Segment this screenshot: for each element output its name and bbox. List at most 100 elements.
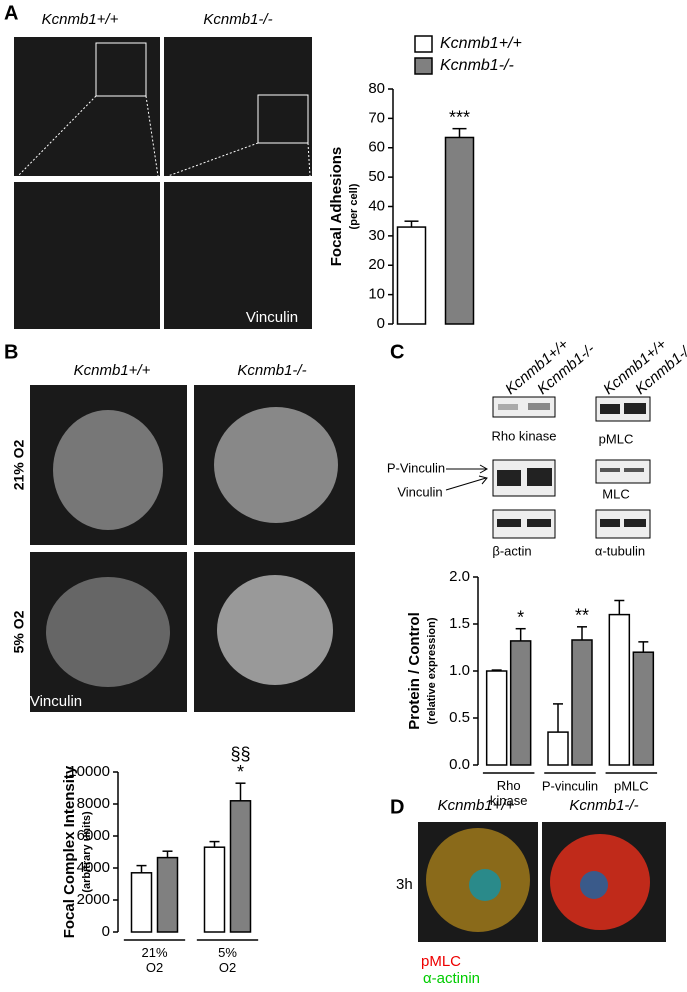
- significance-label: §§: [230, 744, 250, 764]
- blots: [492, 396, 651, 539]
- bar: [632, 651, 655, 766]
- significance-label: ***: [449, 107, 470, 127]
- y-tick-label: 70: [368, 109, 385, 126]
- arrow-head: [478, 475, 488, 485]
- genotype-label: Kcnmb1+/+: [74, 362, 151, 379]
- band: [624, 468, 644, 472]
- genotype-label: Kcnmb1+/+: [42, 11, 119, 28]
- panel-label: A: [4, 2, 18, 24]
- significance-label: **: [575, 606, 589, 626]
- y-axis-title: Protein / Control: [406, 612, 423, 730]
- cell: [46, 577, 170, 687]
- nucleus: [469, 869, 501, 901]
- bar: [229, 800, 252, 933]
- bar: [130, 872, 153, 933]
- bar: [203, 846, 226, 933]
- bar: [571, 639, 593, 766]
- bar: [156, 856, 179, 933]
- y-tick-label: 30: [368, 227, 385, 244]
- bar: [396, 226, 427, 325]
- genotype-label: Kcnmb1-/-: [237, 362, 306, 379]
- cell: [53, 410, 163, 530]
- micrograph: [14, 37, 160, 176]
- band: [600, 468, 620, 472]
- y-tick-label: 1.0: [449, 662, 470, 679]
- inset-box: [95, 42, 147, 97]
- y-tick-label: 20: [368, 256, 385, 273]
- y-tick-label: 50: [368, 168, 385, 185]
- y-tick-label: 0: [377, 315, 385, 332]
- bands: [497, 403, 646, 527]
- band: [600, 404, 620, 414]
- stain-label: pMLC: [421, 953, 461, 970]
- band-label: Vinculin: [397, 484, 442, 499]
- inset-line: [145, 95, 159, 177]
- y-axis-subtitle: (relative expression): [426, 617, 438, 724]
- y-axis-subtitle: (per cell): [348, 183, 360, 229]
- x-tick-label: pMLC: [614, 778, 649, 793]
- inset-line: [307, 142, 311, 177]
- x-tick-label: 5% O2: [218, 945, 237, 975]
- y-tick-label: 1.5: [449, 615, 470, 632]
- significance-label: *: [517, 607, 524, 627]
- panel-label: D: [390, 796, 404, 818]
- band: [624, 519, 646, 527]
- y-axis-title: Focal Complex Intensity: [61, 765, 78, 938]
- time-label: 3h: [396, 876, 413, 893]
- genotype-label: Kcnmb1+/+: [438, 797, 515, 814]
- y-axis-subtitle: (arbitrary units): [81, 811, 93, 893]
- band: [527, 519, 551, 527]
- stain-label: Vinculin: [30, 693, 82, 710]
- x-tick-label: P-vinculin: [542, 778, 598, 793]
- legend-swatch: [414, 35, 433, 53]
- bar: [547, 731, 569, 766]
- arrow-head: [479, 464, 489, 474]
- blot: [595, 459, 651, 484]
- band: [624, 403, 646, 414]
- nucleus: [580, 871, 608, 899]
- cell: [217, 575, 333, 685]
- band-label: P-Vinculin: [387, 460, 445, 475]
- bar: [485, 670, 508, 766]
- band: [498, 404, 518, 410]
- micrograph: [14, 182, 160, 329]
- y-tick-label: 8000: [77, 795, 110, 812]
- y-tick-label: 60: [368, 139, 385, 156]
- blot-label: Rho kinase: [491, 428, 556, 443]
- bar: [608, 613, 631, 766]
- inset-box: [257, 94, 309, 144]
- y-tick-label: 0: [102, 923, 110, 940]
- y-tick-label: 6000: [77, 827, 110, 844]
- band: [497, 519, 521, 527]
- row-label: 21% O2: [11, 439, 27, 490]
- band: [600, 519, 620, 527]
- genotype-label: Kcnmb1-/-: [203, 11, 272, 28]
- band: [528, 403, 550, 410]
- y-tick-label: 0.5: [449, 709, 470, 726]
- blot-label: α-tubulin: [595, 543, 645, 558]
- arrow: [445, 477, 487, 491]
- panel-label: B: [4, 341, 18, 363]
- band: [497, 470, 521, 486]
- panel-label: C: [390, 341, 404, 363]
- genotype-label: Kcnmb1-/-: [569, 797, 638, 814]
- y-tick-label: 10: [368, 286, 385, 303]
- stain-label: α-actinin: [423, 970, 480, 987]
- cell: [214, 407, 338, 523]
- bar: [444, 136, 475, 325]
- y-tick-label: 4000: [77, 859, 110, 876]
- stain-label: Vinculin: [246, 309, 298, 326]
- legend-label: Kcnmb1-/-: [440, 57, 514, 74]
- y-tick-label: 40: [368, 197, 385, 214]
- y-tick-label: 10000: [68, 763, 110, 780]
- y-tick-label: 0.0: [449, 756, 470, 773]
- band: [527, 468, 552, 486]
- y-tick-label: 80: [368, 80, 385, 97]
- micrograph: [164, 182, 312, 329]
- blot-label: MLC: [602, 486, 629, 501]
- blot-label: β-actin: [492, 543, 531, 558]
- inset-line: [17, 95, 97, 177]
- bar: [509, 640, 532, 766]
- x-tick-label: 21% O2: [141, 945, 167, 975]
